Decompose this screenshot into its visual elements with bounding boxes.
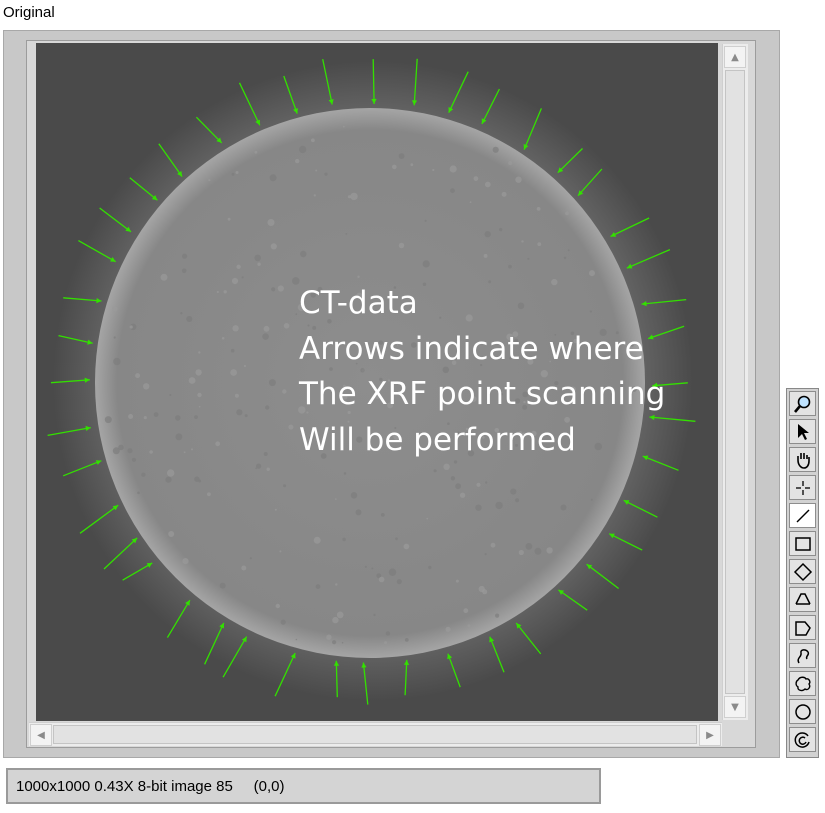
image-info-text: 1000x1000 0.43X 8-bit image 85 (0,0) (16, 778, 285, 795)
polygon-icon (793, 618, 813, 638)
annulus-tool[interactable] (789, 587, 816, 612)
window-title: Original (3, 4, 55, 21)
pan-tool[interactable] (789, 447, 816, 472)
image-canvas[interactable]: CT-data Arrows indicate where The XRF po… (36, 43, 718, 721)
annotation-line: Arrows indicate where (299, 327, 665, 373)
pointer-tool[interactable] (789, 419, 816, 444)
horizontal-scrollbar[interactable]: ◀ ▶ (29, 722, 722, 746)
pan-hand-icon (793, 450, 813, 470)
annulus-icon (793, 590, 813, 610)
annotation-line: The XRF point scanning (299, 372, 665, 418)
scan-arrow (373, 59, 374, 104)
arrow-left-icon: ◀ (37, 730, 45, 741)
annotation-line: CT-data (299, 281, 665, 327)
oval-icon (793, 702, 813, 722)
zoom-tool[interactable] (789, 391, 816, 416)
freehand-line-tool[interactable] (789, 643, 816, 668)
arrow-right-icon: ▶ (706, 730, 714, 741)
scroll-left-button[interactable]: ◀ (30, 724, 52, 746)
scroll-down-button[interactable]: ▼ (724, 696, 746, 718)
line-tool[interactable] (789, 503, 816, 528)
scroll-up-button[interactable]: ▲ (724, 46, 746, 68)
line-icon (793, 506, 813, 526)
horizontal-scroll-thumb[interactable] (53, 725, 697, 744)
vertical-scroll-thumb[interactable] (725, 70, 745, 694)
pointer-icon (793, 422, 813, 442)
broken-ring-tool[interactable] (789, 727, 816, 752)
arrow-down-icon: ▼ (731, 702, 739, 713)
rectangle-icon (793, 534, 813, 554)
point-tool[interactable] (789, 475, 816, 500)
annotation-line: Will be performed (299, 418, 665, 464)
freehand-line-icon (793, 646, 813, 666)
zoom-icon (793, 394, 813, 414)
point-icon (793, 478, 813, 498)
annotation-text: CT-data Arrows indicate where The XRF po… (299, 281, 665, 463)
broken-ring-icon (793, 730, 813, 750)
oval-tool[interactable] (789, 699, 816, 724)
image-info-bar: 1000x1000 0.43X 8-bit image 85 (0,0) (6, 768, 601, 804)
polygon-tool[interactable] (789, 615, 816, 640)
vertical-scrollbar[interactable]: ▲ ▼ (722, 44, 748, 720)
arrow-up-icon: ▲ (731, 52, 739, 63)
freehand-region-icon (793, 674, 813, 694)
tool-palette (786, 388, 819, 758)
rotated-rectangle-icon (793, 562, 813, 582)
rectangle-tool[interactable] (789, 531, 816, 556)
scroll-right-button[interactable]: ▶ (699, 724, 721, 746)
rotated-rectangle-tool[interactable] (789, 559, 816, 584)
freehand-region-tool[interactable] (789, 671, 816, 696)
